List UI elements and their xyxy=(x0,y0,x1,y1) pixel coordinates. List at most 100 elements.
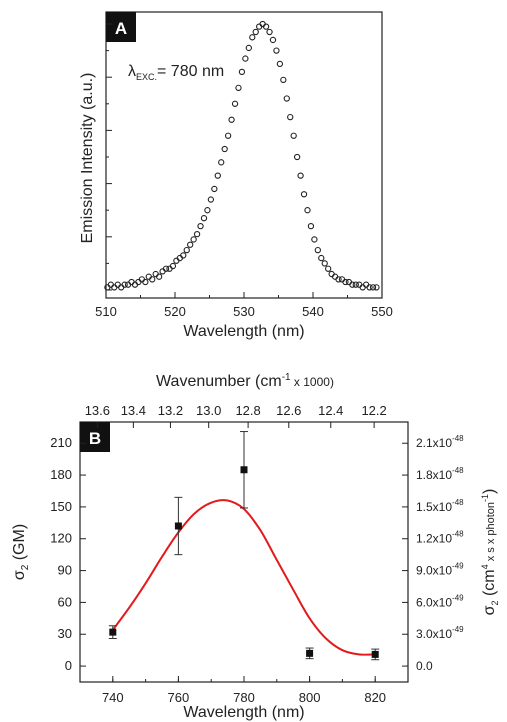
panel-a-data-point xyxy=(121,281,128,288)
panel-a-data-point xyxy=(245,44,252,52)
panel-a-data-point xyxy=(169,262,177,270)
panel-a-data-point xyxy=(180,252,187,259)
panel-a-data-point xyxy=(300,191,308,198)
panel-a-annotation: λEXC.= 780 nm xyxy=(128,63,224,82)
panel-a-data-point xyxy=(297,172,304,179)
panel-a-data-point xyxy=(314,246,321,254)
panel-a-data-point xyxy=(214,172,221,179)
panel-b-y-tick-label: 60 xyxy=(58,594,72,609)
panel-b-data-point xyxy=(240,466,248,474)
panel-a-x-tick-label: 550 xyxy=(371,304,393,319)
panel-a-data-point xyxy=(273,47,280,54)
panel-b-top-tick-label: 13.2 xyxy=(158,403,183,418)
panel-a-data-point xyxy=(321,260,328,267)
panel-a-data-point xyxy=(142,278,149,286)
panel-b-y-tick-label: 0 xyxy=(65,658,72,673)
panel-a-x-tick-label: 530 xyxy=(233,304,255,319)
panel-b-data-point xyxy=(371,650,379,658)
panel-a-data-point xyxy=(249,34,256,41)
panel-a-data-point xyxy=(155,273,163,280)
panel-a-data-point xyxy=(318,254,325,262)
panel-a-data-point xyxy=(342,278,349,286)
panel-a-data-point xyxy=(280,76,287,84)
panel-a-data-point xyxy=(252,28,259,36)
panel-a-data-point xyxy=(366,284,373,291)
panel-a-data-point xyxy=(304,207,311,214)
panel-b-right-tick-label: 6.0x10-49 xyxy=(416,593,464,609)
panel-a-data-point xyxy=(228,116,235,123)
panel-b-right-tick-label: 1.5x10-48 xyxy=(416,498,464,514)
panel-a-data-point xyxy=(276,60,284,68)
panel-a-data-point xyxy=(224,132,232,139)
panel-a-data-point xyxy=(197,223,204,230)
panel-b-x-tick-label: 740 xyxy=(102,690,124,705)
panel-b-y-axis-title: σ2 (GM) xyxy=(11,524,31,580)
panel-a-data-points xyxy=(104,20,380,291)
panel-a-x-axis-title: Wavelength (nm) xyxy=(183,323,304,340)
panel-b-top-tick-label: 13.6 xyxy=(85,403,110,418)
panel-a-data-point xyxy=(269,36,277,44)
panel-b-right-tick-label: 1.8x10-48 xyxy=(416,466,464,482)
panel-b-x-tick-label: 780 xyxy=(233,690,255,705)
panel-b-fit-curve xyxy=(111,499,376,656)
panel-a-data-point xyxy=(149,276,156,283)
panel-a-data-point xyxy=(200,215,208,222)
panel-b-right-tick-label: 9.0x10-49 xyxy=(416,562,464,578)
panel-a-data-point xyxy=(373,284,380,291)
panel-b-y-tick-label: 210 xyxy=(50,435,72,450)
panel-a-data-point xyxy=(204,207,211,214)
panel-a-data-point xyxy=(325,265,332,272)
panel-b-y-tick-label: 120 xyxy=(50,531,72,546)
panel-b: Wavenumber (cm-1 x 1000) B 740 760 780 800 8… xyxy=(11,372,500,721)
panel-a-badge-label: A xyxy=(115,19,127,38)
panel-a-data-point xyxy=(187,241,194,248)
panel-b-top-tick-label: 12.4 xyxy=(318,403,343,418)
panel-a-data-point xyxy=(242,55,249,62)
panel-a: A λEXC.= 780 nm 510 520 530 540 550 Waveleng… xyxy=(79,11,393,340)
panel-a-data-point xyxy=(162,265,170,272)
panel-a-data-point xyxy=(349,281,356,288)
panel-b-right-tick-label: 2.1x10-48 xyxy=(416,434,464,450)
panel-a-data-point xyxy=(352,281,359,288)
panel-a-data-point xyxy=(207,196,215,203)
panel-a-data-point xyxy=(283,95,290,102)
panel-b-right-tick-label: 0.0 xyxy=(416,659,433,673)
panel-b-ticks: 740 760 780 800 820 13.6 13.4 13.2 13.0 12.8 12.6 1… xyxy=(50,403,464,705)
panel-b-top-tick-label: 12.2 xyxy=(361,403,386,418)
panel-b-top-tick-label: 12.6 xyxy=(276,403,301,418)
panel-a-data-point xyxy=(266,28,273,36)
panel-a-x-tick-label: 510 xyxy=(95,304,117,319)
panel-a-data-point xyxy=(231,100,239,107)
panel-b-x-tick-label: 820 xyxy=(364,690,386,705)
panel-b-top-axis-title: Wavenumber (cm-1 x 1000) xyxy=(156,372,334,390)
panel-b-right-tick-label: 3.0x10-49 xyxy=(416,625,464,641)
panel-a-data-point xyxy=(235,84,242,91)
panel-b-y-tick-label: 180 xyxy=(50,467,72,482)
panel-a-badge xyxy=(106,12,136,42)
panel-a-y-axis-title: Emission Intensity (a.u.) xyxy=(79,73,96,244)
panel-a-data-point xyxy=(335,276,342,283)
panel-a-data-point xyxy=(293,153,301,161)
panel-b-right-tick-label: 1.2x10-48 xyxy=(416,530,464,546)
panel-b-badge-label: B xyxy=(89,429,101,448)
panel-b-data-point xyxy=(109,628,117,636)
panel-a-ticks: 510 520 530 540 550 xyxy=(95,23,393,319)
panel-a-data-point xyxy=(311,236,318,243)
panel-a-data-point xyxy=(369,284,377,291)
panel-a-data-point xyxy=(211,185,218,193)
panel-a-data-point xyxy=(183,246,190,254)
panel-b-x-axis-title: Wavelength (nm) xyxy=(183,704,304,721)
panel-b-top-tick-label: 13.0 xyxy=(196,403,221,418)
panel-a-data-point xyxy=(287,113,294,121)
panel-b-y-tick-label: 150 xyxy=(50,499,72,514)
panel-b-y-tick-label: 90 xyxy=(58,563,72,578)
panel-a-data-point xyxy=(290,132,297,139)
panel-b-top-tick-label: 12.8 xyxy=(235,403,260,418)
panel-a-data-point xyxy=(218,159,225,166)
panel-a-data-point xyxy=(262,23,270,30)
panel-b-right-axis-title: σ2 (cm4 x s x photon-1) xyxy=(480,489,500,616)
panel-b-x-tick-label: 800 xyxy=(299,690,321,705)
panel-a-x-tick-label: 540 xyxy=(302,304,324,319)
panel-a-data-point xyxy=(307,223,315,230)
panel-a-plot-frame xyxy=(105,11,383,299)
